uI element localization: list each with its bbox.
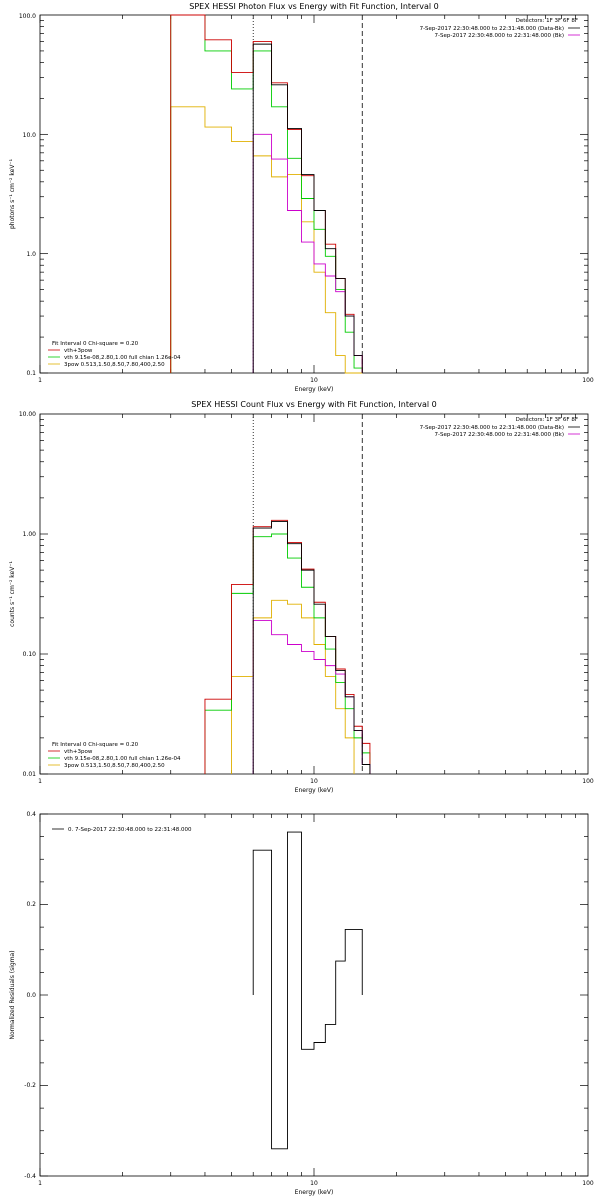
photon-flux-fit-red: vth+3pow — [64, 348, 93, 354]
count-flux-xlabel: Energy (keV) — [295, 787, 334, 794]
photon-flux-detectors: Detectors: 1F 3F 6F 8F — [516, 18, 578, 24]
count-flux-series-line — [252, 620, 371, 774]
photon-flux-legend-data: 7-Sep-2017 22:30:48.000 to 22:31:48.000 … — [420, 26, 564, 32]
count-flux-series-line — [252, 521, 371, 774]
residuals-xtick-10: 10 — [310, 1180, 318, 1187]
residuals-xtick-100: 100 — [582, 1180, 594, 1187]
count-flux-fit-green: vth 9.15e-08,2.80,1.00 full chian 1.26e-… — [64, 756, 181, 762]
count-flux-fit-label: Fit Interval 0 Chi-square = 0.20 — [52, 742, 139, 748]
count-flux-xtick-100: 100 — [582, 778, 594, 785]
count-flux-xtick-1: 1 — [38, 778, 42, 785]
residuals-xtick-1: 1 — [38, 1180, 42, 1187]
count-flux-series — [204, 414, 371, 774]
count-flux-ticks — [39, 414, 588, 775]
count-flux-ytick-0.1: 0.10 — [23, 651, 37, 658]
photon-flux-ytick-0.1: 0.1 — [26, 370, 36, 377]
photon-flux-xlabel: Energy (keV) — [295, 386, 334, 393]
photon-flux-series-line — [252, 133, 363, 373]
photon-flux-series-line — [170, 106, 363, 374]
photon-flux-legend-bk: 7-Sep-2017 22:30:48.000 to 22:31:48.000 … — [435, 33, 565, 39]
photon-flux-series-line — [170, 14, 363, 373]
photon-flux-fit-green: vth 9.15e-08,2.80,1.00 full chian 1.26e-… — [64, 355, 181, 361]
residuals-panel: 1 10 100 -0.4 -0.2 0.0 0.2 0.4 Energy (k… — [9, 811, 594, 1196]
photon-flux-ytick-1: 1.0 — [26, 251, 36, 258]
photon-flux-title: SPEX HESSI Photon Flux vs Energy with Fi… — [189, 2, 439, 11]
photon-flux-fit-yellow: 3pow 0.513,1.50,8.50,7.80,400,2.50 — [64, 362, 165, 368]
count-flux-panel: SPEX HESSI Count Flux vs Energy with Fit… — [9, 400, 594, 794]
count-flux-ytick-10: 10.00 — [19, 411, 36, 418]
count-flux-legend-bk: 7-Sep-2017 22:30:48.000 to 22:31:48.000 … — [435, 432, 565, 438]
photon-flux-fit-label: Fit Interval 0 Chi-square = 0.20 — [52, 341, 139, 347]
residuals-series-line — [252, 831, 363, 1150]
photon-flux-xtick-100: 100 — [582, 377, 594, 384]
count-flux-ytick-0.01: 0.01 — [23, 771, 37, 778]
residuals-ytick-m0.2: -0.2 — [24, 1082, 36, 1089]
count-flux-fit-red: vth+3pow — [64, 749, 93, 755]
count-flux-ytick-1: 1.00 — [23, 531, 37, 538]
residuals-axes-frame — [39, 813, 589, 1177]
residuals-ytick-m0.4: -0.4 — [24, 1173, 36, 1180]
residuals-ylabel: Normalized Residuals (sigma) — [9, 950, 16, 1039]
count-flux-fit-yellow: 3pow 0.513,1.50,8.50,7.80,400,2.50 — [64, 763, 165, 769]
residuals-xlabel: Energy (keV) — [295, 1189, 334, 1196]
photon-flux-panel: SPEX HESSI Photon Flux vs Energy with Fi… — [9, 2, 594, 393]
residuals-ticks — [39, 813, 588, 1177]
count-flux-legend-data: 7-Sep-2017 22:30:48.000 to 22:31:48.000 … — [420, 425, 564, 431]
residuals-legend: 0. 7-Sep-2017 22:30:48.000 to 22:31:48.0… — [68, 827, 192, 833]
photon-flux-ytick-10: 10.0 — [23, 132, 37, 139]
count-flux-series-line — [231, 599, 355, 774]
photon-flux-series-line — [252, 43, 363, 373]
count-flux-ylabel: counts s⁻¹ cm⁻² keV⁻¹ — [9, 561, 16, 627]
photon-flux-ytick-100: 100.0 — [19, 13, 36, 20]
residuals-ytick-0.4: 0.4 — [26, 811, 36, 818]
count-flux-detectors: Detectors: 1F 3F 6F 8F — [516, 417, 578, 423]
residuals-series — [252, 831, 363, 1150]
photon-flux-xtick-10: 10 — [310, 377, 318, 384]
count-flux-title: SPEX HESSI Count Flux vs Energy with Fit… — [191, 400, 436, 409]
photon-flux-xtick-1: 1 — [38, 377, 42, 384]
count-flux-xtick-10: 10 — [310, 778, 318, 785]
photon-flux-ylabel: photons s⁻¹ cm⁻² keV⁻¹ — [9, 158, 16, 229]
photon-flux-series-line — [170, 14, 363, 373]
residuals-ytick-0: 0.0 — [26, 992, 36, 999]
photon-flux-series — [170, 14, 363, 374]
residuals-ytick-0.2: 0.2 — [26, 901, 36, 908]
